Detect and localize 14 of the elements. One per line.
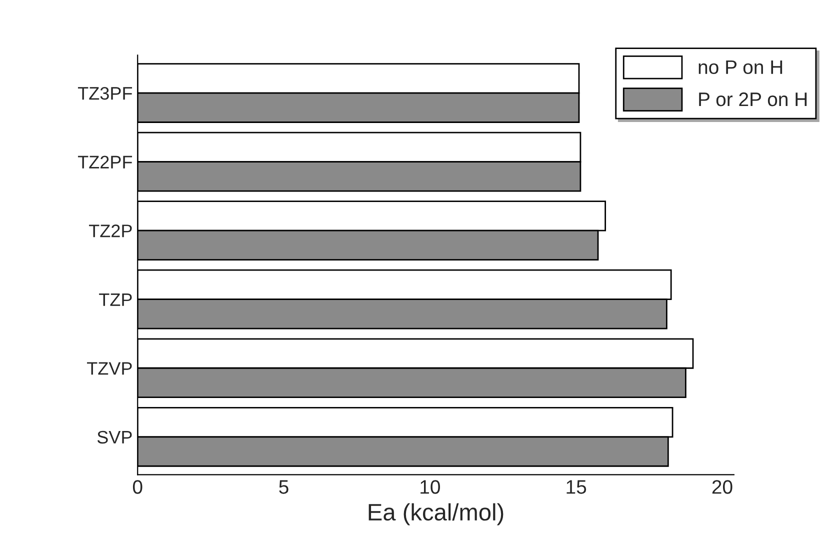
y-tick-label: TZ2PF — [78, 156, 132, 168]
x-tick-label: 20 — [712, 480, 732, 494]
x-tick-label: 15 — [566, 480, 586, 494]
x-axis-title: Ea (kcal/mol) — [368, 503, 504, 526]
legend-label: P or 2P on H — [699, 92, 807, 106]
y-tick-label: TZP — [99, 293, 132, 306]
x-tick-label: 0 — [132, 480, 142, 494]
y-tick-label: SVP — [97, 430, 132, 444]
x-tick-label: 10 — [420, 480, 440, 494]
y-tick-label: TZVP — [87, 362, 132, 375]
legend-label: no P on H — [698, 60, 782, 74]
y-tick-label: TZ2P — [89, 224, 132, 238]
y-tick-label: TZ3PF — [78, 86, 132, 100]
x-tick-label: 5 — [279, 480, 288, 494]
